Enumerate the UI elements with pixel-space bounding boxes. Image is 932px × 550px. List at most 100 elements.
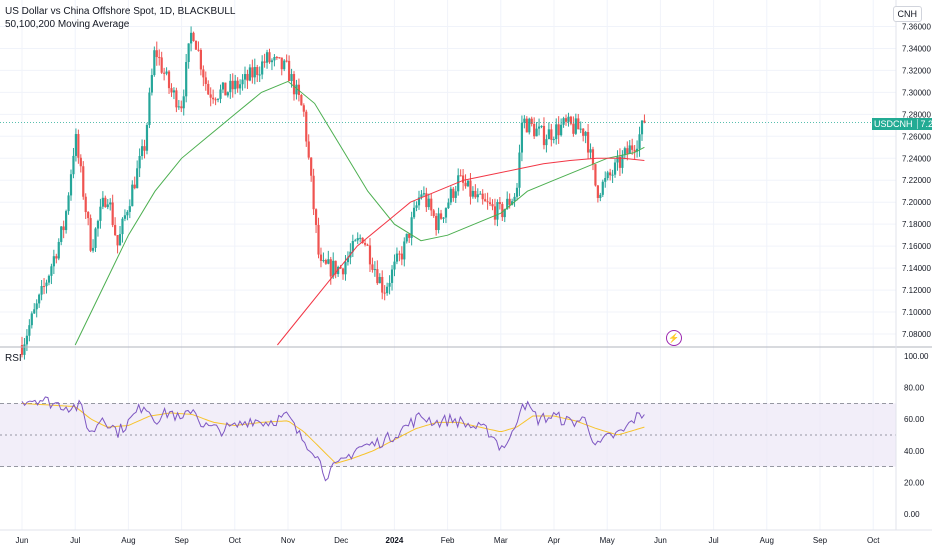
candle-body <box>94 228 97 248</box>
candle-body <box>535 128 538 137</box>
candle-body <box>557 124 560 136</box>
time-tick-label: Oct <box>229 536 242 545</box>
candle-body <box>466 180 470 187</box>
candle-body <box>523 118 526 123</box>
candle-body <box>263 61 266 63</box>
candle-body <box>265 52 269 63</box>
price-tick-label: 7.20000 <box>902 198 931 207</box>
candle-body <box>609 172 612 176</box>
indicator-legend[interactable]: 50,100,200 Moving Average <box>5 19 130 30</box>
candle-body <box>248 67 252 81</box>
candle-body <box>50 266 53 276</box>
candle-body <box>542 125 546 146</box>
currency-button[interactable]: CNH <box>892 6 922 22</box>
candle-body <box>121 218 124 235</box>
candle-body <box>395 253 399 262</box>
time-tick-label: Apr <box>548 536 561 545</box>
candle-body <box>283 60 286 70</box>
candle-body <box>148 92 151 125</box>
candle-body <box>638 134 641 149</box>
candle-body <box>202 69 205 78</box>
candle-body <box>604 178 607 182</box>
candle-body <box>104 197 107 208</box>
candle-body <box>476 194 479 198</box>
candle-body <box>454 191 457 198</box>
candle-body <box>82 166 85 197</box>
price-tick-label: 7.12000 <box>902 286 931 295</box>
candle-body <box>363 243 367 245</box>
candle-body <box>302 105 305 112</box>
rsi-moving-average-line <box>21 402 645 464</box>
candle-body <box>212 97 215 100</box>
candle-body <box>334 260 337 275</box>
lightning-icon[interactable]: ⚡ <box>666 330 682 346</box>
candle-body <box>618 156 622 168</box>
candle-body <box>457 175 460 192</box>
candle-body <box>175 90 178 108</box>
candle-body <box>572 123 575 134</box>
candle-body <box>221 82 225 90</box>
candle-body <box>207 83 210 95</box>
candle-body <box>481 193 484 200</box>
candle-body <box>116 235 119 246</box>
candle-body <box>393 261 396 270</box>
candle-body <box>30 313 33 326</box>
rsi-pane-label[interactable]: RSI <box>5 353 22 364</box>
candle-body <box>290 74 293 82</box>
candle-body <box>214 99 217 101</box>
candle-body <box>314 209 318 225</box>
candle-body <box>496 202 499 220</box>
candle-body <box>55 256 58 259</box>
price-tick-label: 7.14000 <box>902 264 931 273</box>
candle-body <box>469 180 472 197</box>
candle-body <box>194 40 198 50</box>
candle-body <box>187 43 190 63</box>
candle-body <box>177 106 180 108</box>
candle-body <box>623 148 626 156</box>
candle-body <box>258 74 261 76</box>
candle-body <box>471 190 475 197</box>
candle-body <box>498 202 501 205</box>
candle-body <box>488 202 492 205</box>
candle-body <box>180 106 183 109</box>
candle-body <box>300 94 303 106</box>
candle-body <box>383 292 386 294</box>
candle-body <box>155 50 158 58</box>
candle-body <box>591 149 595 165</box>
candle-body <box>410 217 413 238</box>
candle-body <box>133 184 136 189</box>
candle-body <box>381 276 384 293</box>
candle-body <box>474 190 477 198</box>
candle-body <box>109 202 112 205</box>
candle-body <box>422 193 425 195</box>
candle-body <box>437 213 440 231</box>
candle-body <box>540 125 543 127</box>
candle-body <box>77 134 80 158</box>
candle-body <box>582 128 585 136</box>
moving-average-series <box>0 80 896 346</box>
time-tick-label: Oct <box>867 536 880 545</box>
candle-body <box>493 206 497 220</box>
candle-body <box>626 148 629 154</box>
candle-body <box>427 198 430 208</box>
candle-body <box>185 62 188 97</box>
candle-body <box>270 60 274 63</box>
candle-body <box>96 220 100 229</box>
candle-body <box>153 50 156 76</box>
time-tick-label: Sep <box>813 536 828 545</box>
candle-body <box>525 118 528 133</box>
price-tick-label: 7.26000 <box>902 132 931 141</box>
candle-body <box>633 149 636 152</box>
candle-body <box>295 84 298 95</box>
candle-body <box>508 198 511 205</box>
candle-body <box>329 259 332 277</box>
candle-body <box>224 82 227 96</box>
candle-body <box>256 67 259 75</box>
candle-body <box>52 256 55 267</box>
candle-body <box>312 175 315 210</box>
rsi-line <box>21 396 645 482</box>
candle-body <box>613 162 617 175</box>
candle-body <box>273 57 276 61</box>
